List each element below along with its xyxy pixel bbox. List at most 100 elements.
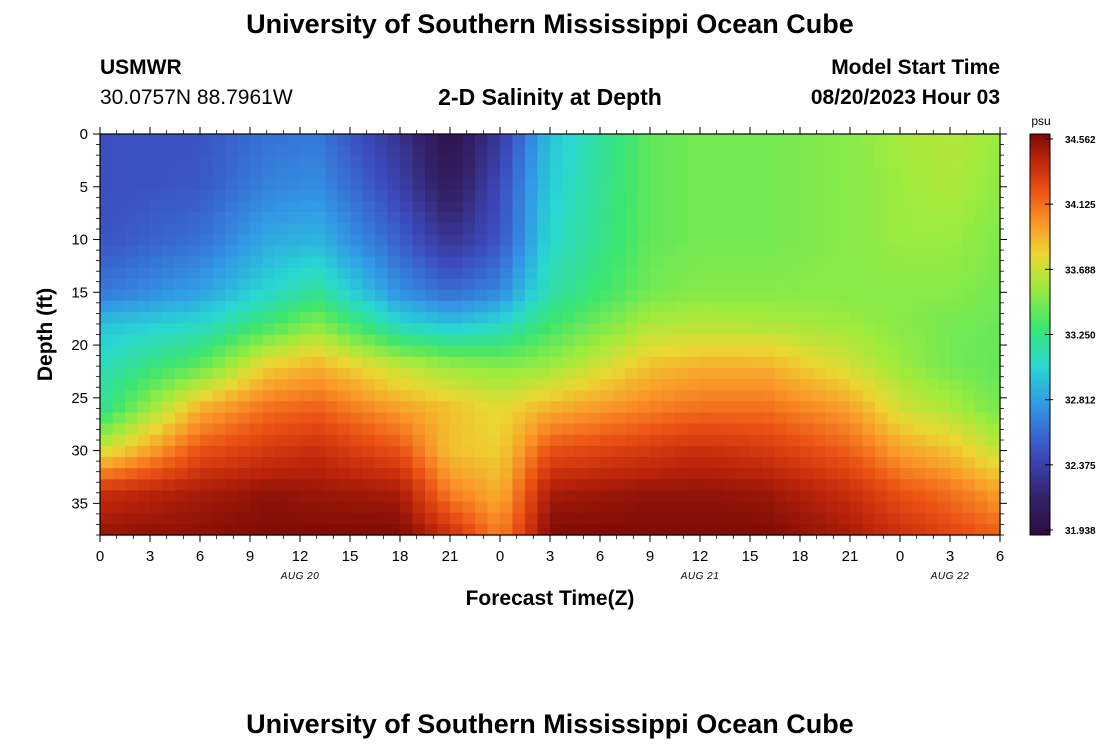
heatmap-cell	[837, 479, 851, 492]
heatmap-cell	[700, 345, 714, 358]
heatmap-cell	[887, 390, 901, 402]
heatmap-cell	[437, 323, 451, 336]
heatmap-cell	[787, 445, 801, 458]
heatmap-cell	[662, 245, 676, 258]
heatmap-cell	[475, 134, 489, 146]
heatmap-cell	[200, 245, 214, 258]
heatmap-cell	[912, 134, 926, 146]
heatmap-cell	[262, 490, 276, 503]
heatmap-cell	[637, 167, 651, 180]
heatmap-cell	[450, 356, 464, 369]
heatmap-cell	[787, 178, 801, 191]
heatmap-cell	[750, 234, 764, 246]
heatmap-cell	[512, 457, 526, 469]
heatmap-cell	[675, 457, 689, 469]
heatmap-cell	[637, 200, 651, 213]
heatmap-cell	[150, 145, 164, 157]
heatmap-cell	[825, 457, 839, 469]
heatmap-cell	[550, 345, 564, 358]
heatmap-cell	[712, 234, 726, 246]
heatmap-cell	[700, 412, 714, 425]
heatmap-cell	[387, 412, 401, 425]
heatmap-cell	[375, 390, 389, 402]
heatmap-cell	[800, 301, 814, 313]
heatmap-cell	[687, 423, 701, 436]
heatmap-cell	[512, 256, 526, 269]
heatmap-cell	[250, 356, 264, 369]
heatmap-cell	[187, 367, 201, 380]
heatmap-cell	[500, 457, 514, 469]
heatmap-cell	[125, 457, 139, 469]
heatmap-cell	[637, 401, 651, 414]
heatmap-cell	[250, 267, 264, 280]
heatmap-cell	[425, 479, 439, 492]
heatmap-cell	[287, 245, 301, 258]
heatmap-cell	[787, 234, 801, 246]
heatmap-cell	[475, 323, 489, 336]
heatmap-cell	[100, 145, 114, 157]
heatmap-cell	[600, 189, 614, 202]
heatmap-cell	[275, 200, 289, 213]
heatmap-cell	[300, 134, 314, 146]
heatmap-cell	[950, 479, 964, 492]
heatmap-cell	[425, 512, 439, 525]
heatmap-cell	[112, 223, 126, 235]
heatmap-cell	[575, 334, 589, 347]
heatmap-cell	[375, 156, 389, 169]
colorbar-tick-label: 32.812	[1065, 396, 1096, 407]
heatmap-cell	[525, 479, 539, 492]
heatmap-cell	[375, 523, 389, 536]
heatmap-cell	[862, 156, 876, 169]
heatmap-cell	[525, 390, 539, 402]
heatmap-cell	[900, 468, 914, 480]
heatmap-cell	[125, 223, 139, 235]
heatmap-cell	[987, 267, 1001, 280]
heatmap-cell	[575, 267, 589, 280]
heatmap-cell	[625, 379, 639, 391]
heatmap-cell	[262, 390, 276, 402]
heatmap-cell	[475, 379, 489, 391]
heatmap-cell	[737, 390, 751, 402]
heatmap-cell	[812, 234, 826, 246]
heatmap-cell	[950, 334, 964, 347]
heatmap-cell	[137, 345, 151, 358]
heatmap-cell	[962, 434, 976, 447]
heatmap-cell	[650, 334, 664, 347]
heatmap-cell	[800, 345, 814, 358]
heatmap-cell	[587, 312, 601, 324]
heatmap-cell	[837, 334, 851, 347]
heatmap-cell	[412, 501, 426, 514]
heatmap-cell	[762, 223, 776, 235]
heatmap-cell	[737, 178, 751, 191]
heatmap-cell	[950, 245, 964, 258]
heatmap-cell	[362, 367, 376, 380]
heatmap-cell	[475, 401, 489, 414]
heatmap-cell	[862, 211, 876, 224]
heatmap-cell	[600, 390, 614, 402]
heatmap-cell	[700, 211, 714, 224]
heatmap-cell	[600, 200, 614, 213]
heatmap-cell	[887, 423, 901, 436]
heatmap-cell	[575, 490, 589, 503]
heatmap-cell	[300, 245, 314, 258]
heatmap-cell	[325, 134, 339, 146]
heatmap-cell	[462, 356, 476, 369]
heatmap-cell	[550, 156, 564, 169]
heatmap-cell	[200, 379, 214, 391]
heatmap-cell	[700, 479, 714, 492]
heatmap-cell	[762, 312, 776, 324]
heatmap-cell	[862, 134, 876, 146]
heatmap-cell	[225, 434, 239, 447]
heatmap-cell	[275, 490, 289, 503]
heatmap-cell	[137, 434, 151, 447]
heatmap-cell	[587, 289, 601, 302]
heatmap-cell	[462, 490, 476, 503]
heatmap-cell	[387, 390, 401, 402]
heatmap-cell	[600, 256, 614, 269]
heatmap-cell	[362, 134, 376, 146]
heatmap-cell	[825, 178, 839, 191]
heatmap-cell	[600, 479, 614, 492]
heatmap-cell	[350, 468, 364, 480]
heatmap-cell	[700, 134, 714, 146]
heatmap-cell	[262, 412, 276, 425]
